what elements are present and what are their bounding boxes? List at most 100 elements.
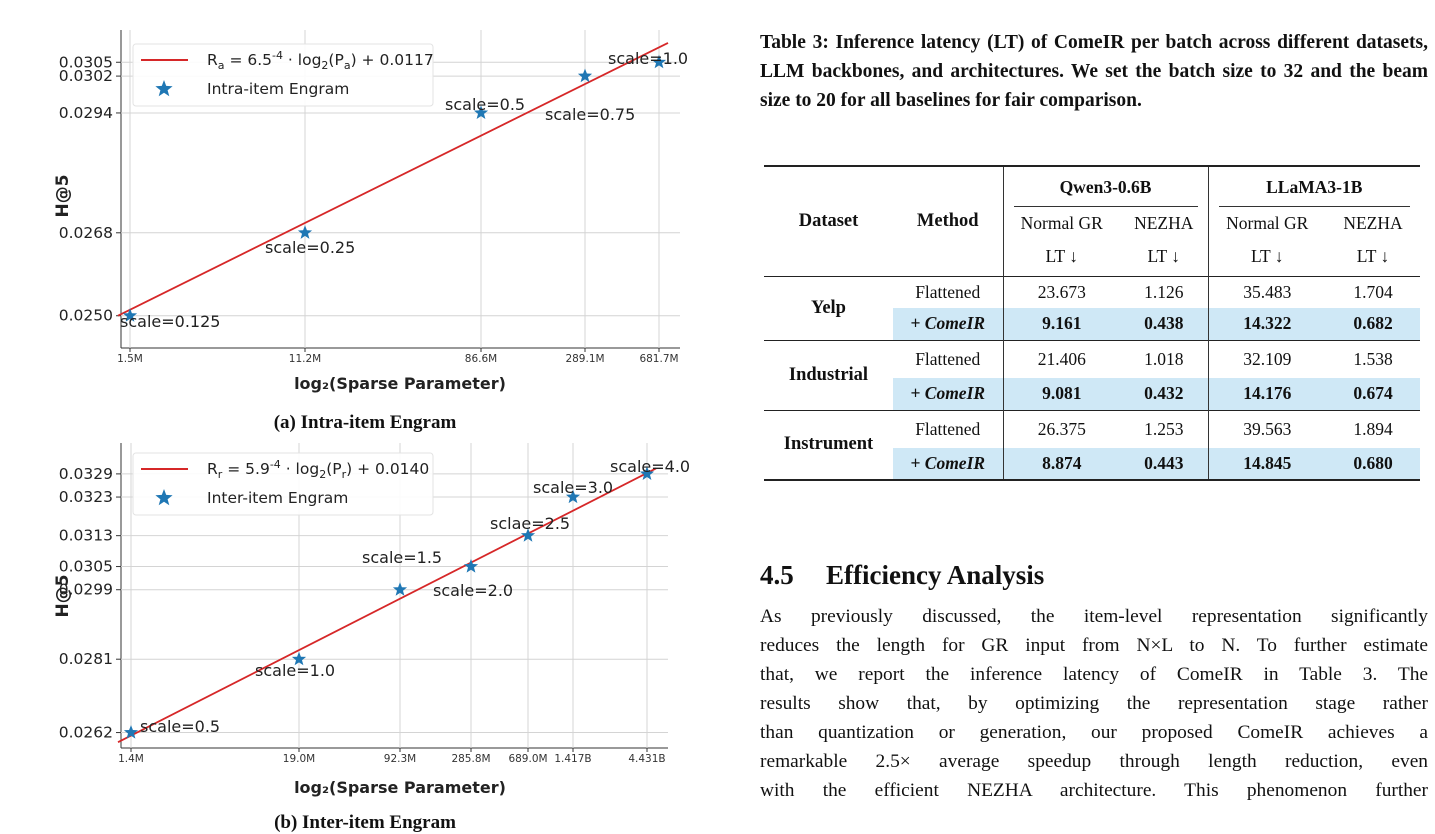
legend-box [132,452,434,516]
section-number: 4.5 [760,560,794,590]
x-tick-label: 19.0M [283,753,315,765]
x-tick-label: 1.4M [118,753,144,765]
method-name: Flattened [915,281,981,302]
x-tick-label: 92.3M [384,753,416,765]
data-point-star [392,582,408,596]
data-point-star [291,651,307,666]
x-axis-title: log₂(Sparse Parameter) [294,778,506,797]
fit-line [117,42,669,317]
table-cell: 1.704 [1353,281,1393,302]
section-title: Efficiency Analysis [826,560,1045,590]
y-tick-label: 0.0294 [59,104,113,122]
table-cell: 23.673 [1002,276,1120,308]
legend-fit-label: Ra = 6.5-4 · log2(Pa) + 0.0117 [207,49,434,72]
point-label: scale=1.5 [362,548,442,567]
point-label: scale=0.125 [120,312,220,331]
data-point-star [473,105,489,119]
paragraph-line: reduces the length for GR input from N×L… [760,635,1428,656]
point-label: scale=0.75 [545,105,635,124]
x-tick-label: 289.1M [565,353,604,365]
chart-inter-item-engram: 0.0262 0.0281 0.0299 0.0305 0.0313 0.0323 0.03… [53,443,690,797]
y-axis-title: H@5 [53,574,73,617]
data-point-star [463,559,479,573]
method-name: Flattened [915,418,981,439]
data-point-star [651,54,667,69]
backbone-qwen-label: Qwen3-0.6B [1013,169,1198,207]
method-name: + ComeIR [893,448,1003,480]
table-caption: Table 3: Inference latency (LT) of ComeI… [760,32,1428,111]
data-point-star [577,68,593,83]
y-tick-label: 0.0250 [59,307,113,325]
method-name: Flattened [915,348,981,369]
table-cell: 0.443 [1120,448,1208,480]
table-cell: 26.375 [1002,410,1120,448]
paragraph-line: remarkable 2.5× average speedup through … [760,751,1428,772]
y-axis-title: H@5 [53,174,73,217]
arch-label: NEZHA [1343,212,1403,233]
arch-label: NEZHA [1134,212,1194,233]
x-tick-label: 285.8M [451,753,490,765]
header-backbone-qwen: Qwen3-0.6B [1002,166,1208,208]
table-row: Instrument Flattened 26.375 1.253 39.563… [764,410,1420,454]
arch-label: Normal GR [1002,208,1120,238]
table-cell: 0.674 [1326,378,1420,410]
table-row: + ComeIR 8.874 0.443 14.845 0.680 [764,448,1420,480]
table-row: + ComeIR 9.161 0.438 14.322 0.682 [764,308,1420,340]
legend-fit-label: Rr = 5.9-4 · log2(Pr) + 0.0140 [207,458,429,481]
method-name: + ComeIR [893,308,1003,340]
metric-label: LT ↓ [1356,246,1390,267]
legend-star-swatch [155,489,173,506]
x-tick-label: 681.7M [639,353,678,365]
x-tick-label: 689.0M [508,753,547,765]
legend-series-label: Intra-item Engram [207,80,349,98]
table-cell: 21.406 [1002,340,1120,378]
backbone-llama-label: LLaMA3-1B [1218,169,1410,207]
y-tick-label: 0.0262 [59,724,113,742]
point-label: scale=0.5 [445,95,525,114]
dataset-name: Yelp [811,297,846,318]
data-point-star [565,489,581,504]
table-cell: 1.538 [1353,348,1393,369]
header-backbone-llama: LLaMA3-1B [1207,166,1420,208]
y-tick-label: 0.0305 [59,53,113,71]
point-label: scale=3.0 [533,478,613,497]
paragraph-line: results show that, by optimizing the rep… [760,693,1428,714]
data-point-star [122,308,138,322]
table-row: + ComeIR 9.081 0.432 14.176 0.674 [764,378,1420,410]
table-row: Industrial Flattened 21.406 1.018 32.109… [764,340,1420,385]
paragraph-line: As previously discussed, the item-level … [760,606,1428,627]
table-cell: 14.845 [1207,448,1326,480]
legend-box [132,43,434,107]
dataset-name: Instrument [783,434,874,455]
point-label: scale=1.0 [608,49,688,68]
table-cell: 14.176 [1207,378,1326,410]
table-cell: 1.018 [1144,348,1184,369]
data-point-star [123,725,139,739]
paragraph-line: with the efficient NEZHA architecture. T… [760,780,1428,801]
table-cell: 0.680 [1326,448,1420,480]
arch-label: Normal GR [1207,208,1326,238]
table-cell: 1.253 [1144,418,1184,439]
paragraph-line: than quantization or generation, our pro… [760,722,1428,743]
method-name: + ComeIR [893,378,1003,410]
dataset-name: Industrial [788,364,869,385]
point-label: scale=4.0 [610,457,690,476]
point-label: scale=0.5 [140,717,220,736]
x-axis-title: log₂(Sparse Parameter) [294,374,506,393]
y-tick-label: 0.0329 [59,465,113,483]
table-cell: 1.894 [1353,418,1393,439]
point-label: scale=0.25 [265,238,355,257]
metric-label: LT ↓ [1207,238,1326,276]
legend-star-swatch [155,80,173,97]
y-tick-label: 0.0323 [59,488,113,506]
x-tick-label: 1.417B [554,753,591,765]
section-heading: 4.5 Efficiency Analysis [760,560,1044,591]
table-cell: 9.161 [1002,308,1120,340]
table-cell: 0.432 [1120,378,1208,410]
y-tick-label: 0.0299 [59,581,113,599]
legend-series-label: Inter-item Engram [207,489,348,507]
paragraph-line: that, we report the inference latency of… [760,664,1428,685]
table-row: Yelp Flattened 23.673 1.126 35.483 1.704 [764,276,1420,318]
